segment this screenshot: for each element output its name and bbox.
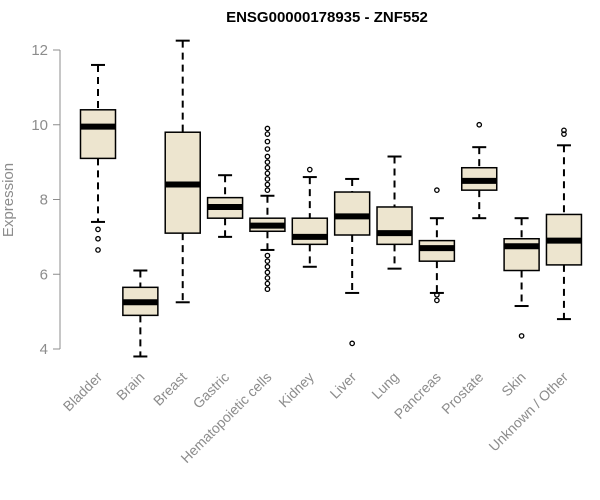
box-skin bbox=[503, 217, 540, 339]
y-tick-label: 4 bbox=[40, 341, 48, 358]
iqr-box bbox=[291, 217, 329, 246]
outlier-point bbox=[264, 286, 271, 293]
outlier-point bbox=[434, 297, 440, 304]
chart-title: ENSG00000178935 - ZNF552 bbox=[226, 9, 428, 26]
x-tick-label: Liver bbox=[327, 369, 360, 402]
x-tick-label: Skin bbox=[498, 369, 529, 400]
outlier-point bbox=[264, 263, 271, 270]
x-tick-label: Prostate bbox=[438, 369, 486, 417]
outlier-point bbox=[561, 131, 567, 137]
y-axis-label: Expression bbox=[0, 163, 17, 237]
x-tick-label: Brain bbox=[113, 369, 147, 403]
box-kidney bbox=[291, 166, 329, 268]
y-tick-label: 6 bbox=[40, 266, 48, 283]
y-axis: 4 6 8 10 12 bbox=[31, 42, 61, 358]
x-tick-label: Kidney bbox=[275, 369, 317, 411]
x-tick-label: Pancreas bbox=[391, 369, 444, 422]
box-breast bbox=[164, 39, 201, 304]
iqr-box bbox=[79, 109, 117, 160]
outlier-point bbox=[518, 333, 525, 339]
outlier-point bbox=[349, 340, 356, 347]
outlier-point bbox=[264, 280, 271, 287]
box-lung bbox=[376, 155, 413, 270]
outlier-point bbox=[264, 187, 271, 194]
y-tick-label: 8 bbox=[40, 192, 48, 209]
outlier-point bbox=[306, 166, 313, 173]
box-prostate bbox=[460, 121, 498, 220]
plot-area bbox=[79, 39, 583, 358]
outlier-point bbox=[264, 275, 271, 281]
outlier-point bbox=[264, 176, 271, 182]
x-tick-label: Breast bbox=[150, 369, 190, 409]
box-gastric bbox=[206, 174, 244, 238]
y-tick-label: 10 bbox=[31, 117, 48, 134]
outlier-point bbox=[264, 181, 271, 188]
outlier-point bbox=[264, 159, 271, 165]
y-tick-label: 12 bbox=[31, 42, 48, 59]
box-brain bbox=[122, 269, 159, 358]
iqr-box bbox=[376, 206, 413, 246]
outlier-point bbox=[264, 131, 271, 137]
outlier-point bbox=[95, 247, 101, 253]
outlier-point bbox=[264, 138, 271, 145]
box-bladder bbox=[79, 63, 117, 253]
outlier-point bbox=[264, 170, 271, 177]
outlier-point bbox=[434, 187, 440, 194]
box-hematopoietic-cells bbox=[249, 125, 286, 293]
x-tick-label: Unknown / Other bbox=[485, 369, 571, 455]
x-tick-label: Bladder bbox=[60, 369, 106, 415]
outlier-point bbox=[95, 226, 101, 233]
box-pancreas bbox=[418, 187, 456, 304]
outlier-point bbox=[264, 252, 271, 259]
outlier-point bbox=[264, 153, 271, 160]
x-tick-label: Lung bbox=[368, 369, 401, 402]
outlier-point bbox=[264, 146, 271, 152]
outlier-point bbox=[264, 164, 271, 171]
outlier-point bbox=[264, 125, 271, 132]
box-liver bbox=[333, 177, 371, 347]
outlier-point bbox=[476, 121, 483, 128]
outlier-point bbox=[561, 127, 567, 134]
outlier-point bbox=[264, 258, 271, 265]
outlier-point bbox=[434, 291, 440, 298]
box-unknown-other bbox=[545, 127, 583, 321]
outlier-point bbox=[95, 235, 101, 242]
outlier-point bbox=[264, 269, 271, 276]
